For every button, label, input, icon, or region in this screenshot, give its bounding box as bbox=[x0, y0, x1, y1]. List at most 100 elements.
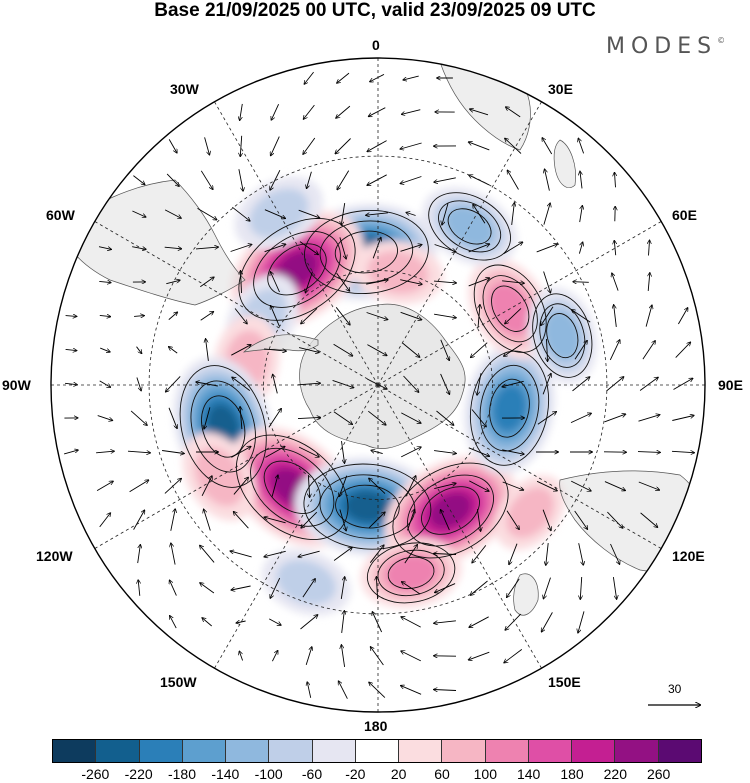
wind-vector-42 bbox=[204, 137, 210, 154]
wind-vector-189 bbox=[473, 205, 486, 224]
wind-vector-12 bbox=[96, 481, 113, 491]
wind-vector-139 bbox=[368, 410, 385, 425]
lon-label-30e: 30E bbox=[548, 81, 573, 97]
wind-vector-54 bbox=[200, 546, 215, 563]
wind-vector-156 bbox=[402, 342, 420, 357]
colorbar-swatch-10 bbox=[485, 740, 529, 762]
colorbar-swatch-4 bbox=[226, 740, 270, 762]
contour-1-2 bbox=[267, 243, 327, 296]
wind-vector-150 bbox=[400, 142, 422, 149]
anomaly-blob-16-level-1 bbox=[194, 447, 245, 507]
colorbar-label-0: -260 bbox=[81, 766, 110, 782]
contour-8-2 bbox=[489, 378, 530, 438]
wind-vector-203 bbox=[506, 107, 521, 118]
meridian-210 bbox=[214, 384, 379, 669]
colorbar-swatch-6 bbox=[312, 740, 356, 762]
wind-vector-119 bbox=[332, 379, 354, 387]
wind-vector-83 bbox=[268, 409, 281, 428]
wind-vector-116 bbox=[336, 272, 350, 291]
wind-vector-240 bbox=[572, 310, 591, 323]
contour-4-1 bbox=[190, 380, 256, 473]
wind-vector-261 bbox=[610, 543, 620, 564]
wind-vector-177 bbox=[436, 410, 454, 425]
wind-vector-68 bbox=[233, 478, 248, 495]
wind-vector-62 bbox=[241, 271, 242, 294]
wind-vector-185 bbox=[434, 690, 457, 691]
colorbar-swatch-2 bbox=[139, 740, 183, 762]
wind-vector-170 bbox=[434, 177, 456, 182]
wind-vector-192 bbox=[478, 305, 480, 328]
wind-vector-90 bbox=[271, 651, 277, 662]
wind-vectors bbox=[63, 71, 694, 699]
contour-4-0 bbox=[179, 365, 267, 488]
wind-vector-96 bbox=[299, 241, 318, 255]
wind-vector-80 bbox=[271, 306, 280, 327]
wind-vector-130 bbox=[369, 107, 386, 117]
wind-vector-213 bbox=[502, 449, 524, 454]
meridian-240 bbox=[94, 384, 379, 549]
colorbar-swatch-8 bbox=[399, 740, 443, 762]
wind-vector-198 bbox=[476, 509, 480, 531]
wind-vector-70 bbox=[230, 551, 252, 558]
wind-vector-126 bbox=[341, 611, 345, 633]
anomaly-blob-11-level-2 bbox=[543, 310, 581, 361]
wind-vector-64 bbox=[231, 345, 250, 356]
colorbar-swatch-12 bbox=[572, 740, 616, 762]
wind-vector-233 bbox=[544, 577, 551, 599]
colorbar-label-10: 140 bbox=[516, 766, 541, 782]
wind-vector-163 bbox=[402, 582, 421, 595]
wind-vector-40 bbox=[170, 580, 177, 596]
wind-vector-164 bbox=[401, 617, 421, 628]
wind-vector-148 bbox=[403, 75, 419, 80]
colorbar-swatch-3 bbox=[182, 740, 227, 762]
wind-vector-44 bbox=[197, 208, 217, 219]
wind-vector-7 bbox=[99, 315, 110, 316]
wind-vector-252 bbox=[614, 241, 615, 256]
wind-vector-224 bbox=[543, 271, 551, 293]
wind-vector-232 bbox=[546, 543, 549, 565]
wind-vector-195 bbox=[471, 409, 486, 427]
contour-8-0 bbox=[469, 350, 550, 466]
wind-vector-10 bbox=[97, 415, 113, 421]
wind-vector-210 bbox=[504, 343, 523, 356]
wind-vector-272 bbox=[678, 308, 687, 325]
wind-vector-276 bbox=[671, 451, 694, 452]
wind-vector-35 bbox=[168, 407, 177, 428]
wind-vector-236 bbox=[580, 172, 582, 189]
contour-11-0 bbox=[532, 293, 593, 378]
wind-vector-88 bbox=[270, 577, 281, 598]
wind-vector-217 bbox=[507, 578, 520, 597]
wind-vector-269 bbox=[637, 452, 660, 453]
wind-vector-77 bbox=[264, 209, 285, 219]
wind-vector-8 bbox=[100, 347, 110, 352]
lon-label-150w: 150W bbox=[160, 674, 197, 690]
wind-vector-165 bbox=[401, 651, 422, 662]
wind-vector-113 bbox=[337, 170, 350, 190]
wind-vector-234 bbox=[542, 612, 553, 631]
wind-vector-257 bbox=[604, 414, 626, 423]
anomaly-blob-14-level-2 bbox=[384, 554, 438, 592]
wind-vector-145 bbox=[372, 612, 383, 633]
anomaly-blob-6-level-5 bbox=[344, 490, 391, 523]
lon-label-0: 0 bbox=[372, 37, 380, 53]
wind-vector-155 bbox=[400, 311, 422, 319]
madagascar bbox=[553, 139, 576, 189]
wind-vector-92 bbox=[304, 104, 315, 119]
wind-vector-52 bbox=[201, 476, 212, 497]
wind-vector-134 bbox=[372, 238, 381, 259]
wind-vector-125 bbox=[340, 577, 344, 599]
wind-vector-209 bbox=[505, 308, 522, 323]
wind-vector-4 bbox=[63, 450, 78, 455]
wind-vector-45 bbox=[195, 247, 218, 249]
wind-vector-38 bbox=[170, 509, 175, 531]
wind-vector-265 bbox=[645, 305, 652, 327]
contour-11-2 bbox=[546, 313, 579, 359]
wind-vector-178 bbox=[434, 450, 456, 454]
wind-vector-152 bbox=[406, 213, 416, 216]
wind-vector-274 bbox=[673, 379, 693, 390]
wind-vector-65 bbox=[232, 377, 251, 391]
colorbar-swatch-0 bbox=[53, 740, 97, 762]
wind-vector-171 bbox=[442, 203, 449, 224]
colorbar-label-13: 260 bbox=[646, 766, 671, 782]
